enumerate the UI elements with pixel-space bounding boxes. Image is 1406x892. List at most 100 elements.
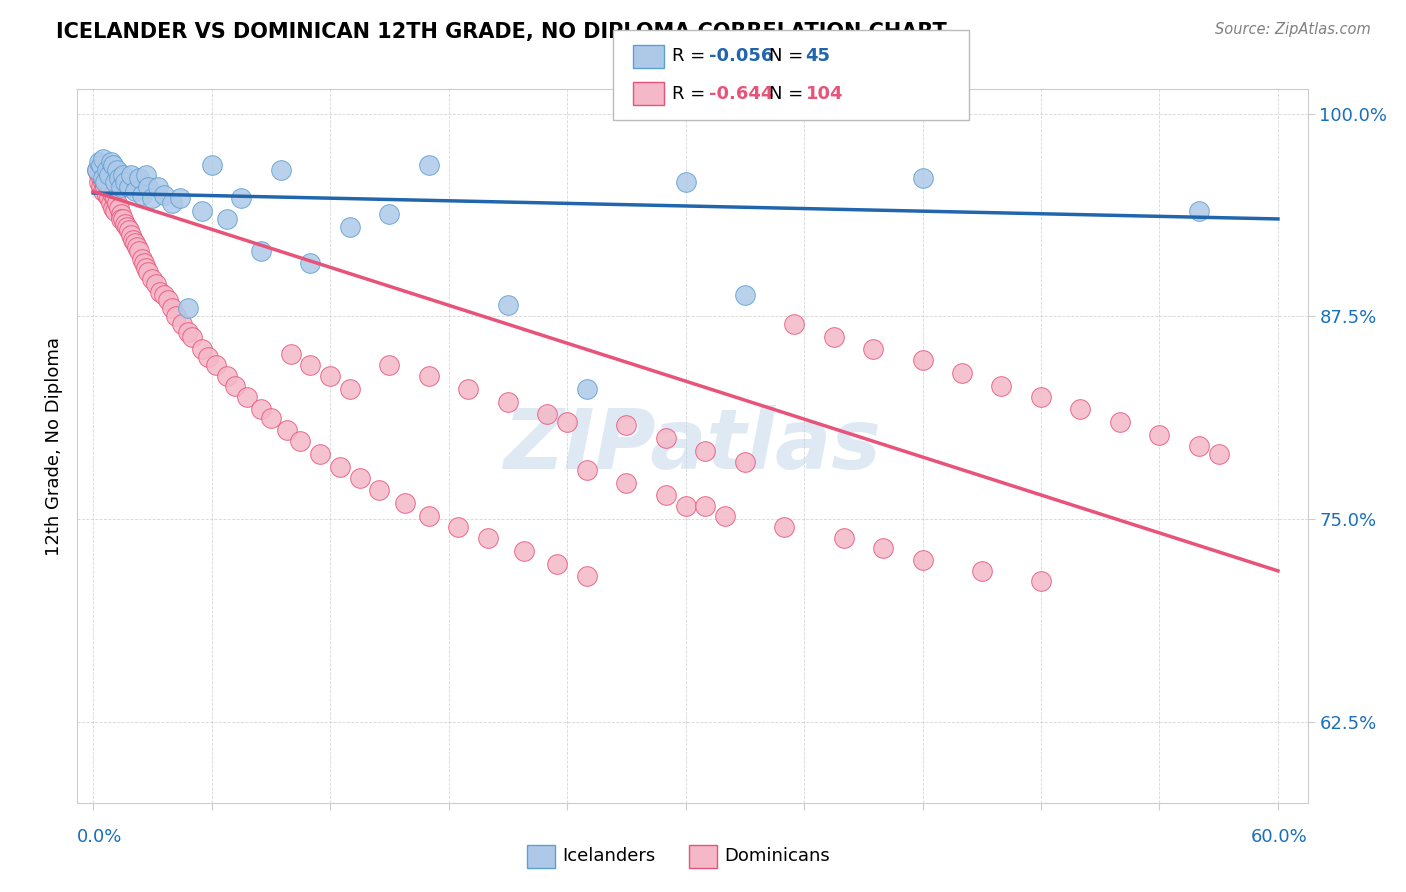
Point <box>120 168 142 182</box>
Point <box>1208 447 1230 461</box>
Point <box>457 382 479 396</box>
Point <box>675 175 697 189</box>
Text: 60.0%: 60.0% <box>1251 828 1308 846</box>
Point <box>319 369 342 384</box>
Point <box>97 179 120 194</box>
Text: Icelanders: Icelanders <box>562 847 655 865</box>
Point <box>101 158 124 172</box>
Point <box>96 187 118 202</box>
Point <box>131 187 153 202</box>
Point <box>110 207 132 221</box>
Point <box>990 379 1012 393</box>
Point <box>872 541 894 556</box>
Point <box>125 239 148 253</box>
Point <box>110 211 132 226</box>
Point <box>135 168 157 182</box>
Point <box>911 353 934 368</box>
Point <box>496 298 519 312</box>
Point <box>1149 427 1171 442</box>
Point <box>87 168 110 182</box>
Point <box>655 488 678 502</box>
Point <box>101 201 124 215</box>
Point <box>128 244 150 259</box>
Point <box>177 301 200 315</box>
Point <box>135 260 157 275</box>
Point <box>104 203 127 218</box>
Point <box>90 179 112 194</box>
Point <box>101 187 124 202</box>
Point <box>104 175 127 189</box>
Point <box>970 564 993 578</box>
Point <box>141 191 163 205</box>
Point <box>575 382 598 396</box>
Point <box>169 191 191 205</box>
Text: R =: R = <box>672 85 711 103</box>
Point <box>97 168 120 182</box>
Point <box>141 272 163 286</box>
Point <box>148 179 170 194</box>
Point <box>512 544 534 558</box>
Point <box>104 191 127 205</box>
Point <box>111 168 134 182</box>
Point <box>270 163 292 178</box>
Point <box>536 407 558 421</box>
Point <box>128 171 150 186</box>
Text: R =: R = <box>672 47 711 65</box>
Text: -0.056: -0.056 <box>709 47 773 65</box>
Point <box>91 185 114 199</box>
Point <box>100 195 122 210</box>
Point <box>190 342 212 356</box>
Point <box>236 390 259 404</box>
Point <box>378 207 401 221</box>
Point <box>368 483 391 497</box>
Point <box>299 358 322 372</box>
Point <box>170 318 193 332</box>
Text: 0.0%: 0.0% <box>77 828 122 846</box>
Point <box>655 431 678 445</box>
Point <box>734 455 756 469</box>
Point <box>339 382 361 396</box>
Point <box>695 443 717 458</box>
Point <box>783 318 806 332</box>
Point <box>773 520 796 534</box>
Point <box>86 163 108 178</box>
Point <box>131 252 153 267</box>
Point <box>911 552 934 566</box>
Point <box>418 508 440 523</box>
Point <box>911 171 934 186</box>
Point <box>91 175 114 189</box>
Point <box>165 310 187 324</box>
Text: 45: 45 <box>806 47 831 65</box>
Point <box>447 520 470 534</box>
Point <box>190 203 212 218</box>
Point <box>90 171 112 186</box>
Point <box>329 460 352 475</box>
Point <box>477 532 499 546</box>
Point <box>418 369 440 384</box>
Point <box>276 423 298 437</box>
Point <box>87 155 110 169</box>
Point <box>309 447 332 461</box>
Point <box>94 179 117 194</box>
Point <box>260 411 283 425</box>
Point <box>250 401 273 416</box>
Point <box>832 532 855 546</box>
Text: ZIPatlas: ZIPatlas <box>503 406 882 486</box>
Point <box>204 358 226 372</box>
Point <box>1029 390 1052 404</box>
Point <box>290 434 312 449</box>
Point <box>114 217 136 231</box>
Point <box>149 285 172 299</box>
Point <box>714 508 737 523</box>
Point <box>1188 439 1211 453</box>
Point <box>91 171 114 186</box>
Point <box>120 228 142 243</box>
Point <box>217 211 239 226</box>
Point <box>217 369 239 384</box>
Point <box>118 179 141 194</box>
Point <box>862 342 884 356</box>
Point <box>823 330 845 344</box>
Point <box>96 171 118 186</box>
Point <box>575 463 598 477</box>
Point <box>299 256 322 270</box>
